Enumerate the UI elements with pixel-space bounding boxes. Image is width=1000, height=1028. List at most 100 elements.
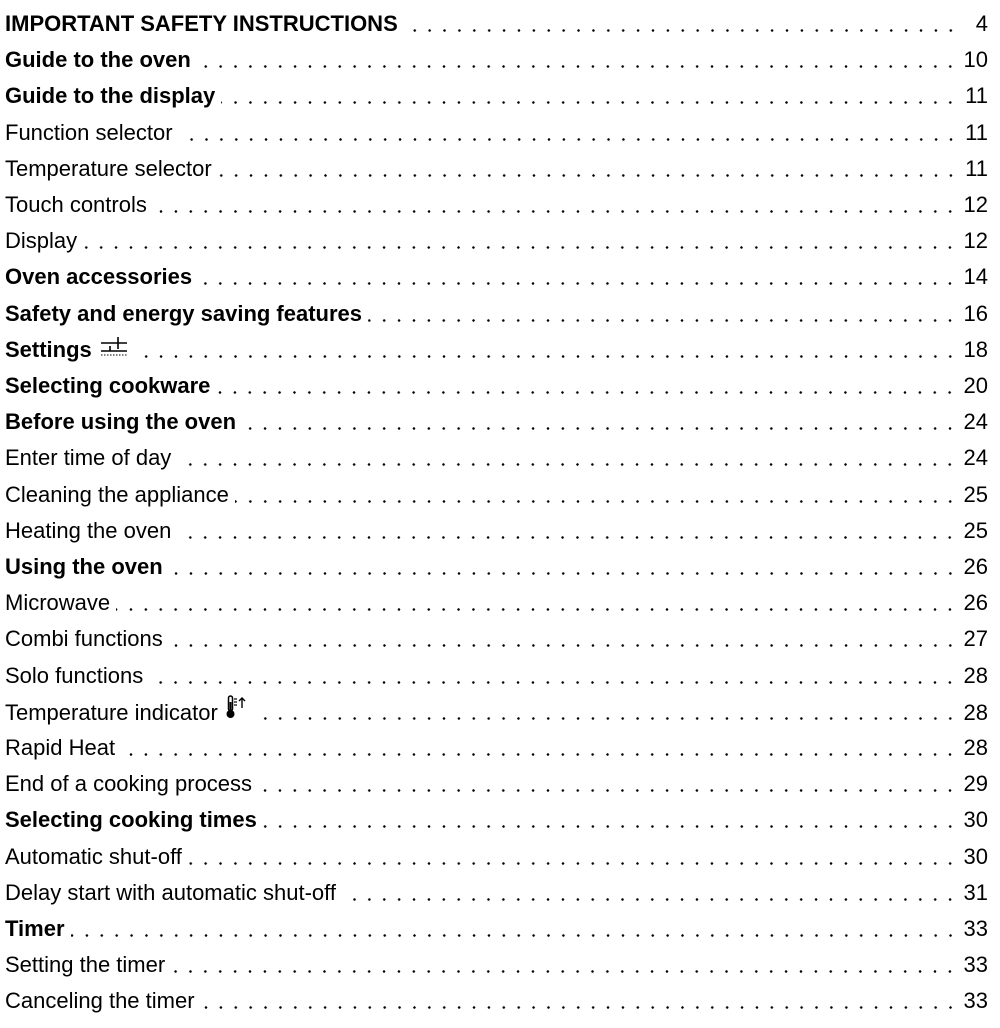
toc-page-number: 33 bbox=[963, 988, 988, 1014]
toc-entry-guide-to-the-oven[interactable]: Guide to the oven 10 bbox=[5, 42, 988, 78]
dot-leader bbox=[121, 753, 958, 756]
toc-entry-before-using-the-oven[interactable]: Before using the oven 24 bbox=[5, 404, 988, 440]
toc-entry-selecting-cookware[interactable]: Selecting cookware 20 bbox=[5, 368, 988, 404]
dot-leader bbox=[262, 825, 958, 829]
toc-entry-label: Microwave bbox=[5, 590, 111, 616]
toc-entry-label: Rapid Heat bbox=[5, 735, 116, 760]
toc-entry-combi-functions[interactable]: Combi functions 27 bbox=[5, 621, 988, 657]
dot-leader bbox=[216, 391, 958, 394]
toc-page-number: 10 bbox=[963, 47, 988, 73]
dot-leader bbox=[221, 101, 958, 105]
toc-entry-label: Function selector bbox=[5, 119, 173, 145]
toc-entry-touch-controls[interactable]: Touch controls 12 bbox=[5, 187, 988, 223]
toc-page-number: 28 bbox=[963, 699, 988, 725]
toc-entry-settings[interactable]: Settings 18 bbox=[5, 332, 988, 368]
toc-page-number: 25 bbox=[963, 481, 988, 507]
toc-entry-using-the-oven[interactable]: Using the oven 26 bbox=[5, 549, 988, 585]
toc-entry-oven-accessories[interactable]: Oven accessories 14 bbox=[5, 259, 988, 295]
toc-entry-automatic-shut-off[interactable]: Automatic shut-off 30 bbox=[5, 839, 988, 875]
toc-entry-label: Canceling the timer bbox=[5, 988, 195, 1014]
toc-entry-microwave[interactable]: Microwave 26 bbox=[5, 585, 988, 621]
toc-entry-label: Before using the oven bbox=[5, 409, 237, 435]
toc-page-number: 16 bbox=[963, 300, 988, 326]
dot-leader bbox=[196, 65, 958, 69]
toc-entry-label: Heating the oven bbox=[5, 517, 172, 543]
toc-entry-guide-to-the-display[interactable]: Guide to the display 11 bbox=[5, 78, 988, 114]
toc-page-number: 20 bbox=[963, 373, 988, 398]
toc-page-number: 12 bbox=[963, 192, 988, 217]
toc-entry-label: Solo functions bbox=[5, 662, 144, 688]
toc-page-number: 24 bbox=[963, 409, 988, 435]
toc-entry-label: Delay start with automatic shut-off bbox=[5, 879, 336, 905]
toc-entry-label: Settings bbox=[5, 336, 92, 362]
toc-entry-temperature-indicator[interactable]: Temperature indicator 28 bbox=[5, 694, 988, 730]
toc-entry-label: End of a cooking process bbox=[5, 771, 253, 797]
dot-leader bbox=[187, 861, 958, 865]
toc-page-number: 27 bbox=[963, 626, 988, 652]
dot-leader bbox=[177, 535, 958, 539]
toc-entry-label: Timer bbox=[5, 916, 65, 941]
toc-entry-label: Guide to the oven bbox=[5, 47, 191, 73]
toc-entry-temperature-selector[interactable]: Temperature selector 11 bbox=[5, 151, 988, 187]
thermometer-rising-icon bbox=[226, 694, 248, 731]
toc-entry-solo-functions[interactable]: Solo functions 28 bbox=[5, 658, 988, 694]
toc-entry-enter-time-of-day[interactable]: Enter time of day 24 bbox=[5, 440, 988, 476]
toc-page-number: 30 bbox=[963, 843, 988, 869]
toc-entry-display[interactable]: Display 12 bbox=[5, 223, 988, 259]
toc-entry-safety-and-energy-saving-features[interactable]: Safety and energy saving features 16 bbox=[5, 296, 988, 332]
toc-page-number: 25 bbox=[963, 517, 988, 543]
toc-page-number: 14 bbox=[963, 264, 988, 290]
dot-leader bbox=[83, 246, 958, 250]
toc-entry-canceling-the-timer[interactable]: Canceling the timer 33 bbox=[5, 983, 988, 1019]
toc-entry-label: Enter time of day bbox=[5, 445, 172, 471]
dot-leader bbox=[341, 897, 958, 901]
toc-page-number: 26 bbox=[963, 554, 988, 579]
dot-leader bbox=[178, 137, 958, 141]
dot-leader bbox=[149, 680, 958, 684]
toc-page-number: 30 bbox=[963, 807, 988, 833]
dot-leader bbox=[152, 210, 958, 213]
dot-leader bbox=[70, 934, 958, 937]
toc-entry-delay-start-with-automatic-shut-off[interactable]: Delay start with automatic shut-off 31 bbox=[5, 875, 988, 911]
toc-entry-label: Display bbox=[5, 228, 78, 254]
dot-leader bbox=[253, 716, 958, 720]
dot-leader bbox=[116, 608, 958, 612]
toc-entry-important-safety-instructions[interactable]: IMPORTANT SAFETY INSTRUCTIONS 4 bbox=[5, 6, 988, 42]
toc-entry-label: Temperature indicator bbox=[5, 699, 218, 725]
dot-leader bbox=[403, 29, 958, 32]
dot-leader bbox=[133, 354, 958, 358]
toc-page-number: 33 bbox=[963, 916, 988, 941]
toc-entry-label: IMPORTANT SAFETY INSTRUCTIONS bbox=[5, 11, 398, 36]
dot-leader bbox=[368, 318, 958, 322]
dot-leader bbox=[168, 572, 958, 575]
dot-leader bbox=[200, 1006, 958, 1010]
toc-entry-label: Using the oven bbox=[5, 554, 163, 579]
toc-entry-timer[interactable]: Timer 33 bbox=[5, 911, 988, 947]
dot-leader bbox=[177, 463, 958, 467]
toc-page-number: 11 bbox=[965, 155, 988, 181]
toc-page-number: 26 bbox=[963, 590, 988, 616]
toc-entry-label: Oven accessories bbox=[5, 264, 193, 290]
toc-entry-selecting-cooking-times[interactable]: Selecting cooking times 30 bbox=[5, 802, 988, 838]
toc-page-number: 28 bbox=[963, 735, 988, 760]
toc-entry-label: Setting the timer bbox=[5, 952, 166, 978]
toc-page-number: 11 bbox=[965, 83, 988, 109]
toc-entry-label: Automatic shut-off bbox=[5, 843, 182, 869]
toc-entry-label: Selecting cookware bbox=[5, 373, 211, 398]
dot-leader bbox=[168, 644, 958, 648]
toc-entry-function-selector[interactable]: Function selector 11 bbox=[5, 115, 988, 151]
dot-leader bbox=[198, 282, 958, 286]
toc-entry-cleaning-the-appliance[interactable]: Cleaning the appliance 25 bbox=[5, 477, 988, 513]
toc-entry-label: Selecting cooking times bbox=[5, 807, 257, 833]
toc-entry-label: Cleaning the appliance bbox=[5, 481, 229, 507]
dot-leader bbox=[171, 970, 958, 974]
toc-entry-rapid-heat[interactable]: Rapid Heat 28 bbox=[5, 730, 988, 766]
toc-entry-end-of-a-cooking-process[interactable]: End of a cooking process 29 bbox=[5, 766, 988, 802]
toc-page-number: 31 bbox=[963, 879, 988, 905]
toc-page-number: 12 bbox=[963, 228, 988, 254]
toc-entry-setting-the-timer[interactable]: Setting the timer 33 bbox=[5, 947, 988, 983]
toc-entry-label: Safety and energy saving features bbox=[5, 300, 363, 326]
toc-entry-label: Touch controls bbox=[5, 192, 147, 217]
toc-entry-heating-the-oven[interactable]: Heating the oven 25 bbox=[5, 513, 988, 549]
